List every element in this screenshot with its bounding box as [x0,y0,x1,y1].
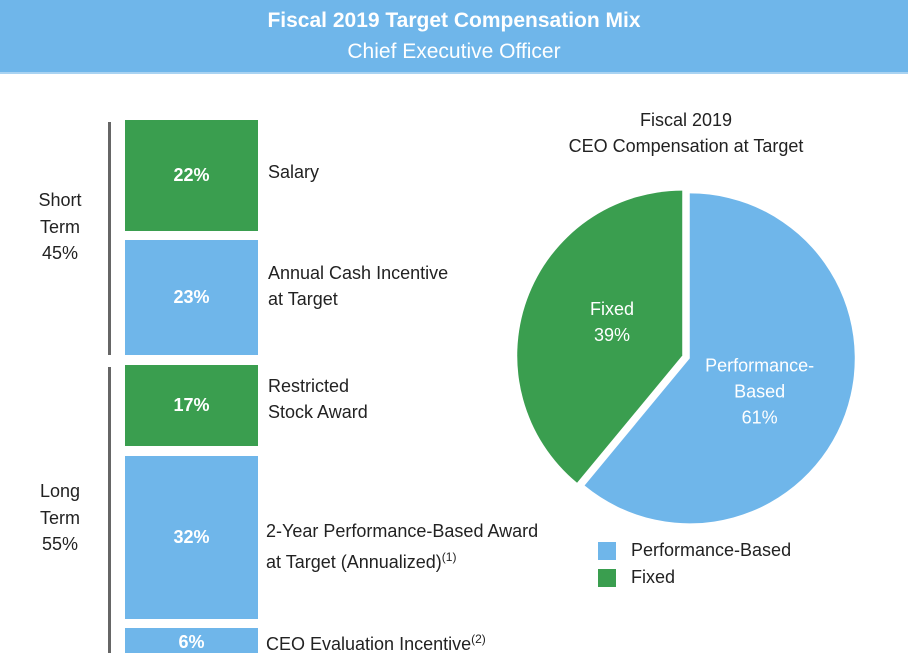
legend-swatch [598,568,616,587]
page-subtitle: Chief Executive Officer [347,40,561,63]
legend-label: Fixed [631,567,676,587]
legend-item-performance: Performance-Based [598,540,791,561]
item-label-salary: Salary [268,162,320,182]
legend-label: Performance-Based [631,540,792,560]
footnote: (2) [471,632,486,646]
item-name: CEO Evaluation Incentive [266,634,472,654]
footnote: (1) [441,550,457,564]
item-name: 2-Year Performance-Based Award at Target… [266,521,539,572]
short-term-bracket [108,122,111,355]
pie-title-line: CEO Compensation at Target [568,136,804,156]
pie-slice-label: Fixed [590,299,634,319]
bar-label: 23% [173,287,210,307]
bar-label: 17% [173,395,210,415]
pie-slice-label: Based [734,382,785,402]
long-term-group-label: Long Term 55% [15,478,105,558]
group-name: Long Term [39,481,81,528]
bar-label: 6% [178,632,205,652]
bar-performance-award: 32% [125,456,258,619]
pie-title: Fiscal 2019 CEO Compensation at Target [520,107,852,159]
bar-restricted-stock: 17% [125,365,258,446]
item-label-ceo-evaluation: CEO Evaluation Incentive(2) [266,626,566,657]
item-label-restricted-stock: Restricted Stock Award [268,376,368,422]
pie-title-line: Fiscal 2019 [639,110,733,130]
long-term-bracket [108,367,111,653]
group-name: Short Term [38,190,82,237]
bar-annual-cash-incentive: 23% [125,240,258,355]
bar-ceo-evaluation: 6% [125,628,258,653]
group-value: 55% [41,534,79,554]
pie-slice-label: 39% [594,325,630,345]
item-label-annual-cash-incentive: Annual Cash Incentive at Target [268,263,449,309]
pie-slice-performance [584,193,855,524]
pie-slice-label: Performance- [705,356,814,376]
group-value: 45% [41,243,79,263]
pie-slice-label: 61% [742,408,778,428]
bar-label: 32% [173,527,210,547]
pie-slice-fixed [517,190,683,483]
item-label-performance-award: 2-Year Performance-Based Award at Target… [266,518,556,575]
legend-item-fixed: Fixed [598,567,675,588]
bar-salary: 22% [125,120,258,231]
bar-label: 22% [173,165,210,185]
short-term-group-label: Short Term 45% [15,187,105,267]
page-title: Fiscal 2019 Target Compensation Mix [267,9,641,32]
legend-swatch [598,541,616,560]
header-banner: Fiscal 2019 Target Compensation Mix Chie… [0,0,908,74]
